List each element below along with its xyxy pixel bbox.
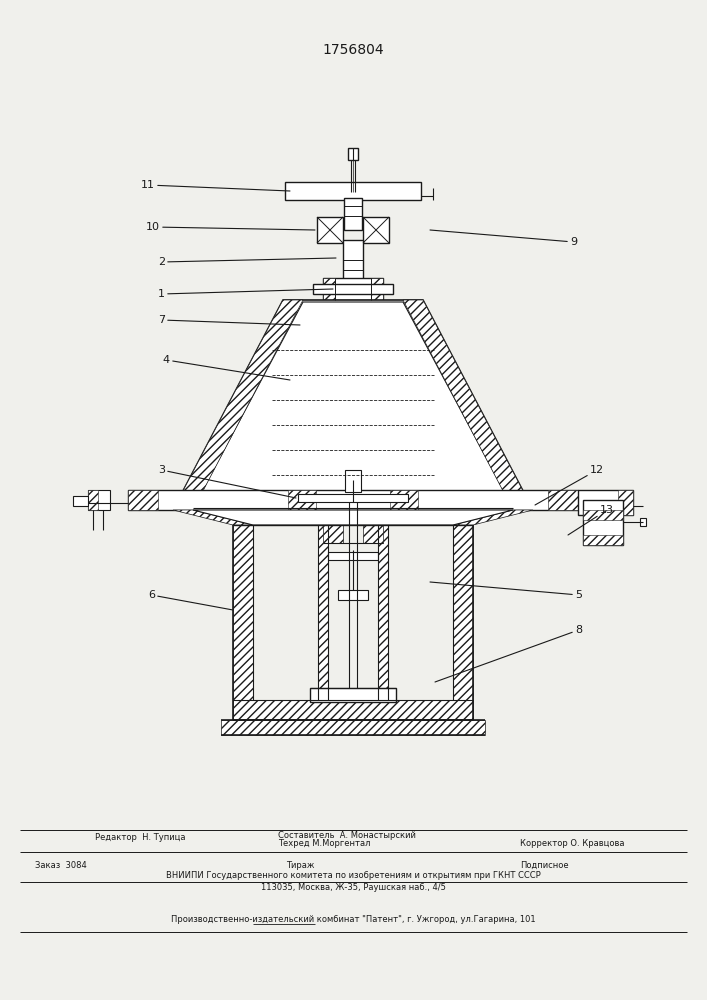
Bar [363,525,383,543]
Bar [73,496,88,506]
Bar [88,490,98,510]
Text: 7: 7 [158,315,300,325]
Bar [345,470,361,492]
Bar [548,490,578,510]
Polygon shape [173,510,253,525]
Text: Производственно-издательский комбинат "Патент", г. Ужгород, ул.Гагарина, 101: Производственно-издательский комбинат "П… [170,916,535,924]
Text: 6: 6 [148,590,233,610]
Bar [323,278,335,300]
Polygon shape [193,302,513,508]
Bar [390,490,418,510]
Bar [128,490,578,510]
Bar [310,688,396,702]
Bar [233,525,253,720]
Bar [328,552,378,560]
Bar [378,525,388,700]
Text: 5: 5 [430,582,582,600]
Bar [288,490,316,510]
Text: Техред М.Моргентал: Техред М.Моргентал [278,838,370,848]
Bar [344,198,362,230]
Bar [233,700,473,720]
Polygon shape [453,510,533,525]
Polygon shape [193,510,513,525]
Bar [583,510,623,520]
Bar [318,525,328,700]
Polygon shape [173,300,533,510]
Bar [88,490,110,510]
Bar [338,590,368,600]
Bar [618,490,633,515]
Bar [583,535,623,545]
Text: 9: 9 [430,230,577,247]
Bar [221,720,485,735]
Text: 113035, Москва, Ж-35, Раушская наб., 4/5: 113035, Москва, Ж-35, Раушская наб., 4/5 [261,882,445,892]
Bar [313,284,393,294]
Bar [285,182,421,200]
Text: Редактор  Н. Тупица: Редактор Н. Тупица [95,834,185,842]
Polygon shape [173,300,303,510]
Text: 1: 1 [158,289,333,299]
Bar [371,278,383,300]
Text: 2: 2 [158,257,336,267]
Text: 8: 8 [435,625,582,682]
Text: Составитель  А. Монастырский: Составитель А. Монастырский [278,830,416,840]
Text: Корректор О. Кравцова: Корректор О. Кравцова [520,838,624,848]
Text: 11: 11 [141,180,290,191]
Bar [363,217,389,243]
Text: 10: 10 [146,222,315,232]
Text: 13: 13 [568,505,614,535]
Bar [298,494,408,502]
Bar [640,518,646,526]
Bar [453,525,473,720]
Bar [128,490,158,510]
Bar [578,490,633,515]
Bar [583,500,623,545]
Bar [323,278,383,300]
Bar [348,148,358,160]
Text: 1756804: 1756804 [322,43,384,57]
Polygon shape [403,300,533,510]
Text: Заказ  3084: Заказ 3084 [35,860,87,869]
Bar [317,217,343,243]
Text: 3: 3 [158,465,296,498]
Text: 4: 4 [163,355,290,380]
Text: 12: 12 [535,465,604,505]
Bar [323,525,343,543]
Bar [343,240,363,280]
Text: ВНИИПИ Государственного комитета по изобретениям и открытиям при ГКНТ СССР: ВНИИПИ Государственного комитета по изоб… [165,871,540,880]
Text: Подписное: Подписное [520,860,568,869]
Text: Тираж: Тираж [286,860,314,869]
